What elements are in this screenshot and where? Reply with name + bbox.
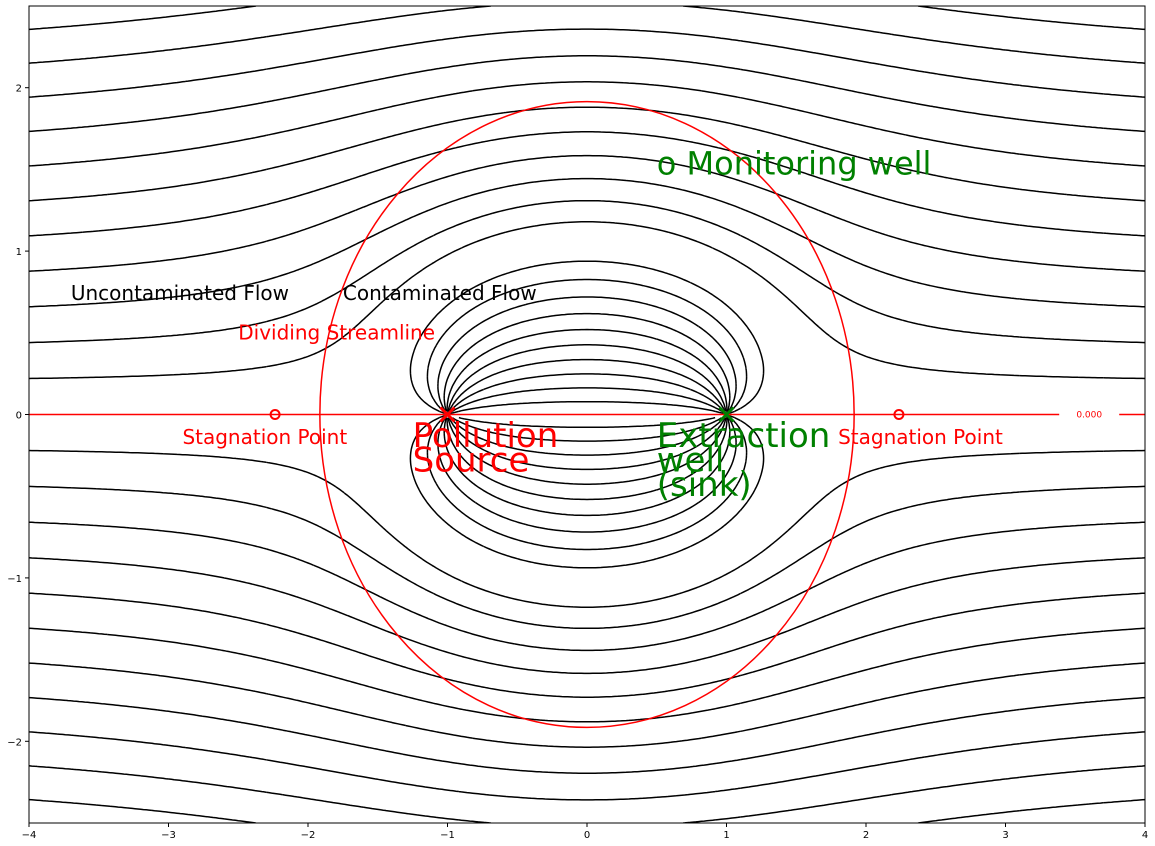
x-tick-label: −2 <box>301 830 316 841</box>
streamline-21 <box>29 373 1145 774</box>
streamline-32 <box>29 154 1145 517</box>
streamline-24 <box>29 328 1145 698</box>
streamline-20 <box>29 387 1145 801</box>
annotation-dividing: Dividing Streamline <box>238 320 435 344</box>
streamline-34 <box>29 106 1145 485</box>
annotation-pollution-2: Source <box>413 441 530 481</box>
x-tick-label: 2 <box>863 830 869 841</box>
annotation-extraction-2: well <box>657 441 725 481</box>
streamline-23 <box>29 344 1145 723</box>
x-tick-label: 0 <box>584 830 590 841</box>
stagnation-point-marker-1 <box>893 409 905 420</box>
stagnation-point-marker-0 <box>269 409 281 420</box>
annotation-extraction-1: Extraction <box>657 416 831 456</box>
x-tick-label: −3 <box>161 830 176 841</box>
streamline-33 <box>29 131 1145 501</box>
streamline-31 <box>29 177 1145 533</box>
y-tick-label: −2 <box>7 737 22 748</box>
sink-marker <box>718 406 735 423</box>
streamline-26 <box>29 296 1145 652</box>
y-tick-label: 0 <box>16 411 22 422</box>
x-tick-label: 3 <box>1002 830 1008 841</box>
x-tick-label: 4 <box>1142 830 1148 841</box>
streamline-22 <box>29 358 1145 748</box>
annotation-uncontaminated: Uncontaminated Flow <box>71 281 289 305</box>
annotation-contaminated: Contaminated Flow <box>343 281 537 305</box>
y-tick-label: 2 <box>16 84 22 95</box>
x-tick-label: 1 <box>723 830 729 841</box>
streamline-29 <box>29 221 1145 569</box>
annotation-stag-right: Stagnation Point <box>838 425 1003 449</box>
axis-ticks: −4 −3 −2 −1 0 1 2 3 4 −2 −1 0 1 2 <box>7 84 1148 841</box>
streamline-27 <box>29 278 1145 630</box>
annotation-monitoring: o Monitoring well <box>657 144 932 182</box>
streamline-35 <box>29 81 1145 471</box>
y-tick-label: 1 <box>16 247 22 258</box>
annotation-stag-left: Stagnation Point <box>182 425 347 449</box>
y-tick-label: −1 <box>7 574 22 585</box>
annotations: Uncontaminated Flow Contaminated Flow Divi… <box>71 144 1003 505</box>
streamline-39 <box>29 6 1145 31</box>
streamline-36 <box>29 55 1145 456</box>
streamline-18 <box>29 798 1145 823</box>
streamline-38 <box>29 6 1145 429</box>
streamline-28 <box>29 260 1145 608</box>
x-tick-label: −4 <box>22 830 37 841</box>
annotation-extraction-3: (sink) <box>657 465 752 505</box>
streamline-37 <box>29 28 1145 442</box>
source-marker <box>439 406 456 423</box>
streamline-19 <box>29 400 1145 823</box>
streamline-25 <box>29 312 1145 675</box>
contour-label: 0.000 <box>1076 411 1102 421</box>
markers <box>269 406 905 423</box>
x-tick-label: −1 <box>440 830 455 841</box>
annotation-pollution-1: Pollution <box>413 416 559 456</box>
streamline-contours: 0.000 <box>29 6 1145 823</box>
